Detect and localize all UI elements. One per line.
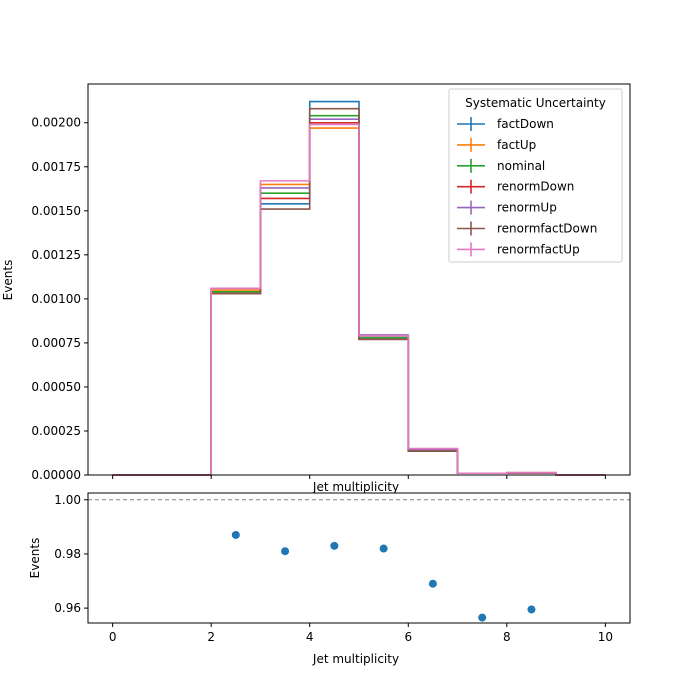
- main-y-axis-label: Events: [1, 260, 15, 301]
- main-y-tick-label: 0.00175: [31, 160, 81, 174]
- ratio-x-tick-label: 0: [109, 630, 117, 644]
- main-y-tick-label: 0.00000: [31, 468, 81, 482]
- main-y-tick-label: 0.00150: [31, 204, 81, 218]
- ratio-x-tick-label: 8: [503, 630, 511, 644]
- ratio-x-tick-label: 6: [404, 630, 412, 644]
- ratio-y-tick-label: 1.00: [54, 493, 81, 507]
- main-y-tick-label: 0.00200: [31, 116, 81, 130]
- ratio-y-ticks: 0.96 0.98 1.00: [54, 493, 88, 615]
- legend-box: [448, 88, 623, 263]
- ratio-point: [379, 544, 388, 553]
- ratio-points-group: [231, 530, 536, 622]
- main-histogram-panel: 0.00000 0.00025 0.00050 0.00075 0.00100 0.001…: [1, 83, 631, 494]
- legend-label-renormDown: renormDown: [497, 180, 574, 194]
- ratio-point: [527, 605, 536, 614]
- legend-item: factUp: [457, 137, 536, 152]
- main-y-tick-label: 0.00125: [31, 248, 81, 262]
- legend-item: renormfactUp: [457, 242, 580, 257]
- ratio-x-tick-label: 4: [306, 630, 314, 644]
- ratio-y-tick-label: 0.98: [54, 547, 81, 561]
- ratio-panel: 0.96 0.98 1.00 0 2 4 6 8 10 Events Jet multipli…: [28, 492, 631, 666]
- main-y-tick-label: 0.00050: [31, 380, 81, 394]
- ratio-point: [478, 613, 487, 622]
- ratio-x-axis-label: Jet multiplicity: [312, 652, 399, 666]
- ratio-point: [428, 579, 437, 588]
- legend-item: renormDown: [457, 179, 574, 194]
- legend-label-factDown: factDown: [497, 117, 554, 131]
- legend-label-factUp: factUp: [497, 138, 536, 152]
- legend-item: factDown: [457, 117, 554, 131]
- legend-title: Systematic Uncertainty: [465, 96, 606, 110]
- legend-label-renormUp: renormUp: [497, 201, 557, 215]
- ratio-y-axis-label: Events: [28, 538, 42, 579]
- legend-label-renormfactUp: renormfactUp: [497, 242, 580, 256]
- main-plot-frame: [87, 83, 631, 476]
- main-y-ticks: 0.00000 0.00025 0.00050 0.00075 0.00100 0.001…: [31, 116, 88, 482]
- ratio-x-tick-label: 10: [598, 630, 613, 644]
- legend: Systematic Uncertainty factDown factUp nom…: [448, 88, 623, 263]
- main-y-tick-label: 0.00100: [31, 292, 81, 306]
- legend-item: renormfactDown: [457, 221, 597, 236]
- legend-item: nominal: [457, 158, 545, 173]
- histogram-series-group: [112, 100, 606, 476]
- main-x-axis-label: Jet multiplicity: [312, 480, 399, 494]
- series-line-renormfactUp: [112, 123, 606, 476]
- legend-item: renormUp: [457, 200, 557, 215]
- main-y-tick-label: 0.00075: [31, 336, 81, 350]
- ratio-x-tick-label: 2: [207, 630, 215, 644]
- ratio-point: [231, 530, 240, 539]
- ratio-point: [330, 541, 339, 550]
- ratio-point: [281, 547, 290, 556]
- main-x-ticks: [112, 475, 606, 479]
- ratio-y-tick-label: 0.96: [54, 601, 81, 615]
- main-y-tick-label: 0.00025: [31, 424, 81, 438]
- ratio-plot-frame: [87, 492, 631, 624]
- ratio-x-ticks: 0 2 4 6 8 10: [109, 623, 613, 644]
- legend-label-nominal: nominal: [497, 159, 545, 173]
- legend-items: factDown factUp nominal renormDown renormUp r…: [457, 117, 597, 257]
- legend-label-renormfactDown: renormfactDown: [497, 222, 597, 236]
